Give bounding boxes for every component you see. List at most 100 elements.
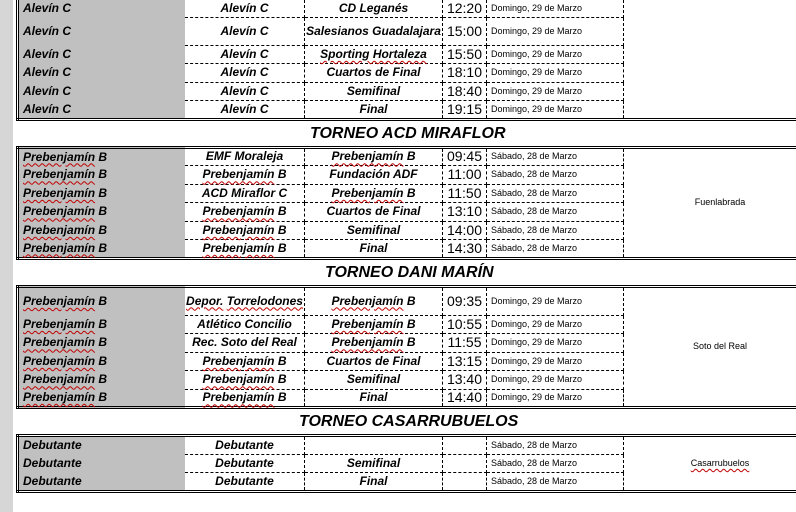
tournament-title: TORNEO CASARRUBUELOS bbox=[299, 413, 519, 430]
time-cell: 09:45 bbox=[442, 147, 487, 166]
table-row: Alevín C Alevín C Final 19:15 Domingo, 29 de… bbox=[17, 100, 796, 119]
home-team-cell: Alevín C bbox=[185, 17, 305, 46]
away-team-cell bbox=[304, 435, 443, 455]
date-cell: Domingo, 29 de Marzo bbox=[486, 286, 624, 316]
date-cell: Domingo, 29 de Marzo bbox=[486, 82, 624, 101]
time-cell: 10:55 bbox=[442, 315, 487, 334]
category-cell: Debutante bbox=[17, 435, 185, 454]
away-team-cell: Prebenjamín B bbox=[304, 315, 443, 334]
date-cell: Domingo, 29 de Marzo bbox=[486, 370, 624, 390]
home-team-cell: Prebenjamín B bbox=[185, 389, 305, 408]
table-row: Prebenjamín B Depor. Torrelodones Prebenja… bbox=[17, 286, 796, 351]
home-team-cell: Debutante bbox=[185, 435, 305, 455]
venue-cell: Fuenlabrada bbox=[694, 197, 746, 207]
category-cell: Prebenjamín B bbox=[17, 202, 185, 221]
category-cell: Prebenjamín B bbox=[17, 221, 185, 240]
date-cell: Domingo, 29 de Marzo bbox=[486, 315, 624, 334]
away-team-cell: Sporting Hortaleza bbox=[304, 45, 443, 64]
schedule-table: Prebenjamín B EMF Moraleja Prebenjamín B 09… bbox=[16, 145, 796, 260]
category-cell: Debutante bbox=[17, 454, 185, 473]
home-team-cell: Prebenjamín B bbox=[185, 165, 305, 185]
schedule-table: Alevín C Alevín C CD Leganés 12:20 Domingo, … bbox=[16, 0, 796, 121]
table-row: Prebenjamín B EMF Moraleja Prebenjamín B 09… bbox=[17, 147, 796, 207]
date-cell: Sábado, 28 de Marzo bbox=[486, 435, 624, 455]
table-row: Prebenjamín B Atlético Concilio Prebenjamí… bbox=[17, 315, 796, 334]
date-cell: Domingo, 29 de Marzo bbox=[486, 352, 624, 371]
table-row: Alevín C Alevín C Sporting Hortaleza 15:50 D… bbox=[17, 45, 796, 64]
schedule-document: Alevín C Alevín C CD Leganés 12:20 Domingo, … bbox=[16, 0, 796, 493]
time-cell bbox=[442, 435, 487, 455]
home-team-cell: Rec. Soto del Real bbox=[185, 333, 305, 353]
home-team-cell: EMF Moraleja bbox=[185, 147, 305, 166]
time-cell: 09:35 bbox=[442, 286, 487, 316]
away-team-cell: Semifinal bbox=[304, 370, 443, 390]
home-team-cell: Atlético Concilio bbox=[185, 315, 305, 334]
away-team-cell: Prebenjamín B bbox=[304, 184, 443, 203]
table-row: Prebenjamín B Prebenjamín B Semifinal 13:40… bbox=[17, 370, 796, 390]
date-cell: Domingo, 29 de Marzo bbox=[486, 0, 624, 18]
table-row: Alevín C Alevín C Semifinal 18:40 Domingo, 2… bbox=[17, 82, 796, 101]
time-cell bbox=[442, 472, 487, 491]
away-team-cell: Final bbox=[304, 100, 443, 119]
away-team-cell: Semifinal bbox=[304, 454, 443, 473]
away-team-cell: Salesianos Guadalajara bbox=[304, 17, 443, 46]
date-cell: Sábado, 28 de Marzo bbox=[486, 472, 624, 491]
time-cell: 14:00 bbox=[442, 221, 487, 240]
table-row: Alevín C Alevín C Salesianos Guadalajara 15… bbox=[17, 17, 796, 46]
category-cell: Alevín C bbox=[17, 45, 185, 64]
home-team-cell: Alevín C bbox=[185, 0, 305, 18]
home-team-cell: Alevín C bbox=[185, 63, 305, 83]
time-cell: 11:50 bbox=[442, 184, 487, 203]
venue-cell bbox=[624, 0, 796, 119]
away-team-cell: Fundación ADF bbox=[304, 165, 443, 185]
date-cell: Sábado, 28 de Marzo bbox=[486, 165, 624, 185]
left-margin-strip bbox=[0, 0, 13, 512]
time-cell: 11:00 bbox=[442, 165, 487, 185]
home-team-cell: Alevín C bbox=[185, 82, 305, 101]
time-cell: 15:50 bbox=[442, 45, 487, 64]
category-cell: Prebenjamín B bbox=[17, 165, 185, 184]
date-cell: Domingo, 29 de Marzo bbox=[486, 45, 624, 64]
time-cell: 15:00 bbox=[442, 17, 487, 46]
category-cell: Prebenjamín B bbox=[17, 239, 185, 258]
time-cell: 13:10 bbox=[442, 202, 487, 222]
category-cell: Prebenjamín B bbox=[17, 315, 185, 334]
away-team-cell: Final bbox=[304, 472, 443, 491]
date-cell: Sábado, 28 de Marzo bbox=[486, 239, 624, 258]
table-row: Prebenjamín B Prebenjamín B Cuartos de Fin… bbox=[17, 352, 796, 371]
away-team-cell: Prebenjamín B bbox=[304, 333, 443, 353]
time-cell: 14:40 bbox=[442, 389, 487, 408]
date-cell: Sábado, 28 de Marzo bbox=[486, 221, 624, 240]
category-cell: Prebenjamín B bbox=[17, 184, 185, 203]
date-cell: Sábado, 28 de Marzo bbox=[486, 202, 624, 222]
date-cell: Domingo, 29 de Marzo bbox=[486, 17, 624, 46]
home-team-cell: Prebenjamín B bbox=[185, 352, 305, 371]
table-row: Alevín C Alevín C Cuartos de Final 18:10 Dom… bbox=[17, 63, 796, 83]
table-row: Prebenjamín B Prebenjamín B Fundación ADF 1… bbox=[17, 165, 796, 185]
away-team-cell: Semifinal bbox=[304, 82, 443, 101]
category-cell: Alevín C bbox=[17, 17, 185, 45]
category-cell: Alevín C bbox=[17, 82, 185, 101]
category-cell: Alevín C bbox=[17, 0, 185, 17]
home-team-cell: Alevín C bbox=[185, 100, 305, 119]
away-team-cell: Prebenjamín B bbox=[304, 147, 443, 166]
home-team-cell: Alevín C bbox=[185, 45, 305, 64]
date-cell: Sábado, 28 de Marzo bbox=[486, 184, 624, 203]
schedule-table: Debutante Debutante Sábado, 28 de Marzo Cas… bbox=[16, 434, 796, 493]
tournament-title: TORNEO ACD MIRAFLOR bbox=[310, 124, 506, 142]
category-cell: Prebenjamín B bbox=[17, 333, 185, 352]
time-cell: 13:40 bbox=[442, 370, 487, 390]
home-team-cell: Debutante bbox=[185, 454, 305, 473]
table-row: Debutante Debutante Semifinal Sábado, 28 de… bbox=[17, 454, 796, 473]
table-row: Prebenjamín B Prebenjamín B Final 14:40 Domi… bbox=[17, 389, 796, 408]
date-cell: Sábado, 28 de Marzo bbox=[486, 147, 624, 166]
category-cell: Prebenjamín B bbox=[17, 370, 185, 389]
away-team-cell: Prebenjamín B bbox=[304, 286, 443, 316]
schedule-table: Prebenjamín B Depor. Torrelodones Prebenja… bbox=[16, 284, 796, 409]
home-team-cell: ACD Miraflor C bbox=[185, 184, 305, 203]
time-cell: 14:30 bbox=[442, 239, 487, 258]
category-cell: Prebenjamín B bbox=[17, 147, 185, 166]
time-cell: 18:40 bbox=[442, 82, 487, 101]
category-cell: Debutante bbox=[17, 472, 185, 491]
time-cell: 18:10 bbox=[442, 63, 487, 83]
